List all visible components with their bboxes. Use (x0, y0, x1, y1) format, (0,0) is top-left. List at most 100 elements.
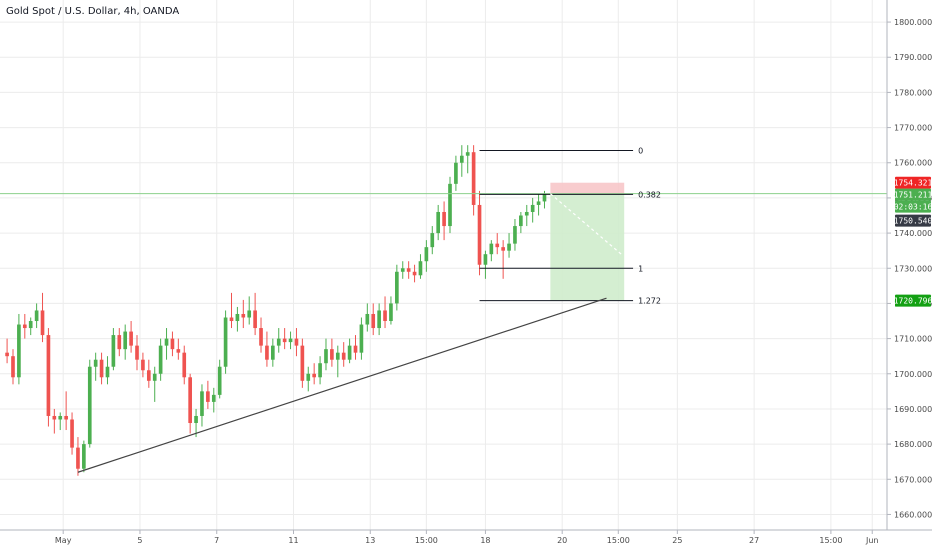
candle-body (271, 345, 275, 360)
candle-body (229, 317, 234, 322)
candle-body (247, 310, 252, 318)
target-price-tag: 1720.796 (894, 297, 932, 306)
stop-loss-zone (550, 182, 625, 194)
candle-body (64, 415, 68, 420)
price-tags: 1754.321 1751.211 02:03:16 1750.540 1720.796 (894, 176, 932, 307)
last-price-tag-bg (895, 214, 931, 227)
y-tick-label: 1670.000 (894, 475, 932, 484)
current-price-tag: 1751.211 (894, 191, 932, 200)
last-price-tag: 1750.540 (894, 217, 932, 226)
fib-level-label: 0 (638, 146, 643, 155)
candlestick-series (5, 145, 547, 476)
candle-body (341, 352, 346, 360)
candle-body (194, 415, 198, 424)
candle-body (52, 415, 57, 420)
candle-body (318, 363, 322, 378)
y-tick-label: 1660.000 (894, 510, 932, 519)
candle-body (371, 313, 376, 329)
candle-body (306, 373, 311, 381)
candle-body (448, 183, 452, 227)
candle-body (164, 338, 169, 346)
candle-body (359, 324, 364, 353)
x-tick-label: 15:00 (415, 536, 438, 545)
candle-body (365, 313, 370, 325)
candle-body (507, 243, 511, 251)
trend-line (77, 297, 607, 473)
y-tick-label: 1790.000 (894, 53, 932, 62)
candle-body (530, 204, 535, 212)
candle-body (436, 211, 441, 234)
fib-level-label: 1 (638, 264, 643, 273)
candle-body (253, 310, 257, 329)
candle-body (300, 345, 305, 381)
candle-body (395, 271, 399, 304)
x-tick-label: 25 (672, 536, 682, 545)
countdown-tag: 02:03:16 (894, 203, 932, 212)
candle-body (259, 328, 263, 346)
candle-body (442, 211, 446, 227)
candle-body (235, 313, 240, 322)
candle-body (182, 352, 187, 378)
candle-body (454, 162, 458, 184)
candle-body (146, 370, 151, 381)
x-tick-label: Jun (865, 536, 879, 545)
countdown-tag-bg (895, 200, 931, 213)
candle-body (82, 444, 86, 469)
candle-body (501, 247, 505, 251)
chart-title: Gold Spot / U.S. Dollar, 4h, OANDA (6, 6, 180, 17)
candle-body (176, 349, 181, 353)
y-tick-label: 1760.000 (894, 159, 932, 168)
x-tick-label: 27 (749, 536, 759, 545)
take-profit-zone (550, 193, 625, 301)
y-tick-label: 1700.000 (894, 370, 932, 379)
stop-price-tag: 1754.321 (894, 179, 932, 188)
current-price-tag-bg (895, 188, 931, 201)
fib-level-label: 1.272 (638, 297, 661, 306)
candle-body (5, 352, 9, 357)
candle-body (99, 359, 104, 378)
candle-body (288, 338, 293, 343)
candle-body (389, 303, 393, 322)
x-tick-label: 18 (480, 536, 490, 545)
candle-body (76, 447, 80, 469)
x-tick-label: 20 (557, 536, 567, 545)
candle-body (28, 321, 33, 329)
candle-body (129, 331, 133, 346)
candle-body (46, 335, 51, 416)
x-tick-label: 5 (137, 536, 142, 545)
candle-body (123, 331, 128, 350)
candle-body (188, 377, 192, 424)
candle-body (477, 204, 482, 265)
candle-body (93, 359, 98, 367)
x-tick-label: 15:00 (819, 536, 842, 545)
candle-body (424, 247, 429, 262)
candle-body (58, 415, 63, 420)
y-tick-label: 1690.000 (894, 405, 932, 414)
candle-body (412, 271, 417, 276)
candle-body (40, 310, 45, 336)
candle-body (17, 324, 21, 378)
candle-body (141, 359, 145, 371)
candle-body (206, 391, 210, 402)
x-tick-label: 15:00 (607, 536, 630, 545)
candle-body (383, 310, 387, 322)
chart-grid (0, 0, 887, 530)
y-tick-label: 1710.000 (894, 335, 932, 344)
candle-body (241, 313, 246, 318)
long-position-zones[interactable] (550, 182, 625, 301)
y-tick-label: 1800.000 (894, 18, 932, 27)
candle-body (513, 226, 517, 244)
candle-body (265, 345, 269, 360)
candle-body (353, 345, 358, 353)
candle-body (324, 349, 328, 364)
candle-body (158, 345, 163, 374)
candle-body (135, 345, 139, 360)
candle-body (335, 352, 340, 360)
drawing-overlays[interactable]: 0 0.382 1 1.272 (0, 146, 887, 473)
candle-body (276, 338, 281, 346)
candle-body (406, 268, 411, 272)
candle-body (465, 152, 470, 156)
x-tick-label: May (55, 536, 72, 545)
candle-body (117, 335, 122, 350)
